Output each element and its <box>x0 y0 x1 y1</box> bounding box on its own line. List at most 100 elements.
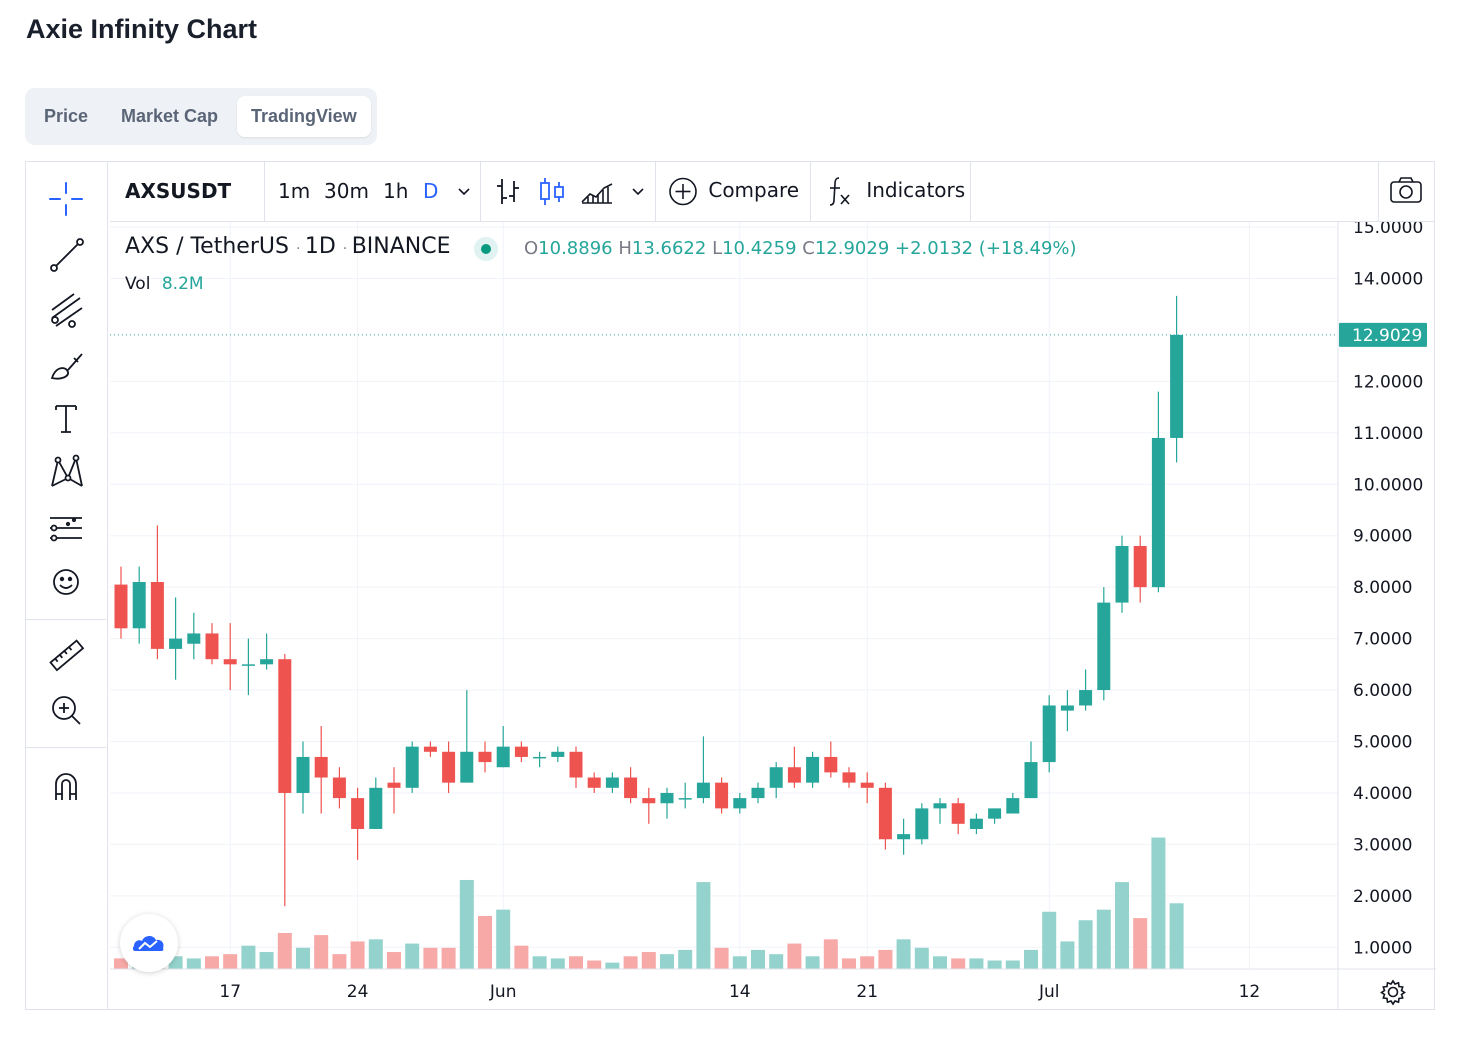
volume-bar <box>277 932 292 969</box>
candle-body <box>150 582 164 649</box>
drawing-toolbar <box>26 162 108 1009</box>
price-tick-label: 1.0000 <box>1353 938 1412 958</box>
symbol-search[interactable]: AXSUSDT <box>125 179 232 203</box>
toolbar-divider <box>480 162 481 221</box>
candle-body <box>787 767 801 783</box>
volume-bar <box>1078 920 1093 969</box>
candle-body <box>442 751 456 783</box>
toolbar-divider <box>655 162 656 221</box>
emoji-icon[interactable] <box>43 562 89 602</box>
toolbar-divider <box>26 619 106 620</box>
compare-label: Compare <box>708 178 800 202</box>
volume-bar <box>550 958 565 969</box>
price-tick-label: 9.0000 <box>1353 527 1412 547</box>
volume-bar <box>478 916 492 969</box>
area-chart-icon[interactable] <box>580 162 614 221</box>
time-tick-label: 21 <box>856 982 878 1002</box>
magnet-icon[interactable] <box>43 766 89 806</box>
candle-body <box>569 751 583 778</box>
pitchfork-icon[interactable] <box>43 290 89 330</box>
price-tick-label: 12.0000 <box>1353 372 1423 392</box>
trendline-icon[interactable] <box>43 234 89 274</box>
market-status-icon[interactable] <box>472 235 500 263</box>
interval-d[interactable]: D <box>423 179 439 203</box>
legend-pair[interactable]: AXS / TetherUS <box>125 234 289 259</box>
candle-body <box>351 798 365 829</box>
tradingview-logo-icon[interactable] <box>120 914 178 972</box>
volume-bar <box>1133 918 1148 969</box>
interval-30m[interactable]: 30m <box>324 179 369 203</box>
forecast-icon[interactable] <box>43 508 89 548</box>
candles-icon[interactable] <box>538 162 566 221</box>
chart-area[interactable]: 15.0000 14.0000 12.0000 11.0000 10.0000 9.000… <box>110 222 1436 1010</box>
candle-body <box>169 638 183 649</box>
volume-bar <box>969 958 984 969</box>
interval-1m[interactable]: 1m <box>278 179 311 203</box>
camera-icon[interactable] <box>1388 162 1424 221</box>
crosshair-icon[interactable] <box>43 179 89 219</box>
candle-body <box>587 777 601 788</box>
toolbar-divider <box>810 162 811 221</box>
candle-body <box>897 834 911 840</box>
indicators-button[interactable]: Indicators <box>826 162 965 221</box>
candle-body <box>715 782 729 809</box>
time-tick-label: Jun <box>489 982 517 1002</box>
volume-bar <box>878 949 893 969</box>
interval-chevron-down-icon[interactable] <box>456 162 472 221</box>
price-tick-label: 15.0000 <box>1353 222 1423 238</box>
candle-body <box>369 787 383 829</box>
low-key: L <box>712 238 723 259</box>
volume-bar <box>842 958 856 969</box>
volume-bar <box>350 941 365 969</box>
candle-body <box>878 787 892 840</box>
bars-icon[interactable] <box>494 162 522 221</box>
candle-body <box>1060 705 1074 711</box>
zoom-in-icon[interactable] <box>43 690 89 730</box>
chart-tabs: Price Market Cap TradingView <box>25 88 377 145</box>
price-tick-label: 11.0000 <box>1353 424 1423 444</box>
candle-body <box>423 746 437 752</box>
volume-bar <box>368 939 383 969</box>
legend-exchange: BINANCE <box>351 234 451 259</box>
chart-type-chevron-down-icon[interactable] <box>630 162 646 221</box>
candle-body <box>733 798 747 809</box>
volume-bar <box>914 947 929 969</box>
compare-button[interactable]: Compare <box>668 162 799 221</box>
volume-bar <box>114 958 128 969</box>
tab-price[interactable]: Price <box>44 106 89 126</box>
volume-bar <box>732 956 747 969</box>
volume-bar <box>241 945 256 969</box>
tab-tradingview[interactable]: TradingView <box>237 96 371 137</box>
candle-body <box>824 756 838 773</box>
tab-market-cap[interactable]: Market Cap <box>121 106 219 126</box>
price-chart[interactable]: 15.0000 14.0000 12.0000 11.0000 10.0000 9.000… <box>110 222 1436 1010</box>
open-key: O <box>524 238 539 259</box>
candle-body <box>969 818 983 829</box>
text-icon[interactable] <box>43 398 89 438</box>
settings-gear-icon[interactable] <box>1378 977 1408 1007</box>
candle-body <box>314 756 328 778</box>
volume-bar <box>696 882 711 969</box>
vol-value: 8.2M <box>161 274 204 294</box>
volume-bar <box>1115 882 1129 969</box>
brush-icon[interactable] <box>43 344 89 384</box>
ruler-icon[interactable] <box>43 636 89 676</box>
volume-bar <box>605 962 620 969</box>
plus-circle-icon <box>669 177 697 206</box>
high-value: 13.6622 <box>631 238 707 259</box>
volume-bar <box>587 960 602 969</box>
candle-body <box>551 751 565 757</box>
interval-1h[interactable]: 1h <box>383 179 409 203</box>
candle-body <box>1079 690 1093 706</box>
candle-body <box>205 633 219 660</box>
time-tick-label: Jul <box>1038 982 1060 1002</box>
price-tick-label: 10.0000 <box>1353 475 1423 495</box>
candle-body <box>296 756 310 793</box>
volume-bar <box>1169 903 1184 969</box>
ohlc-values: O10.8896 H13.6622 L10.4259 C12.9029 +2.0… <box>524 238 1077 259</box>
price-tick-label: 4.0000 <box>1353 784 1412 804</box>
open-value: 10.8896 <box>538 238 613 259</box>
candle-body <box>1097 602 1111 691</box>
candle-body <box>769 767 783 788</box>
pattern-icon[interactable] <box>43 452 89 492</box>
